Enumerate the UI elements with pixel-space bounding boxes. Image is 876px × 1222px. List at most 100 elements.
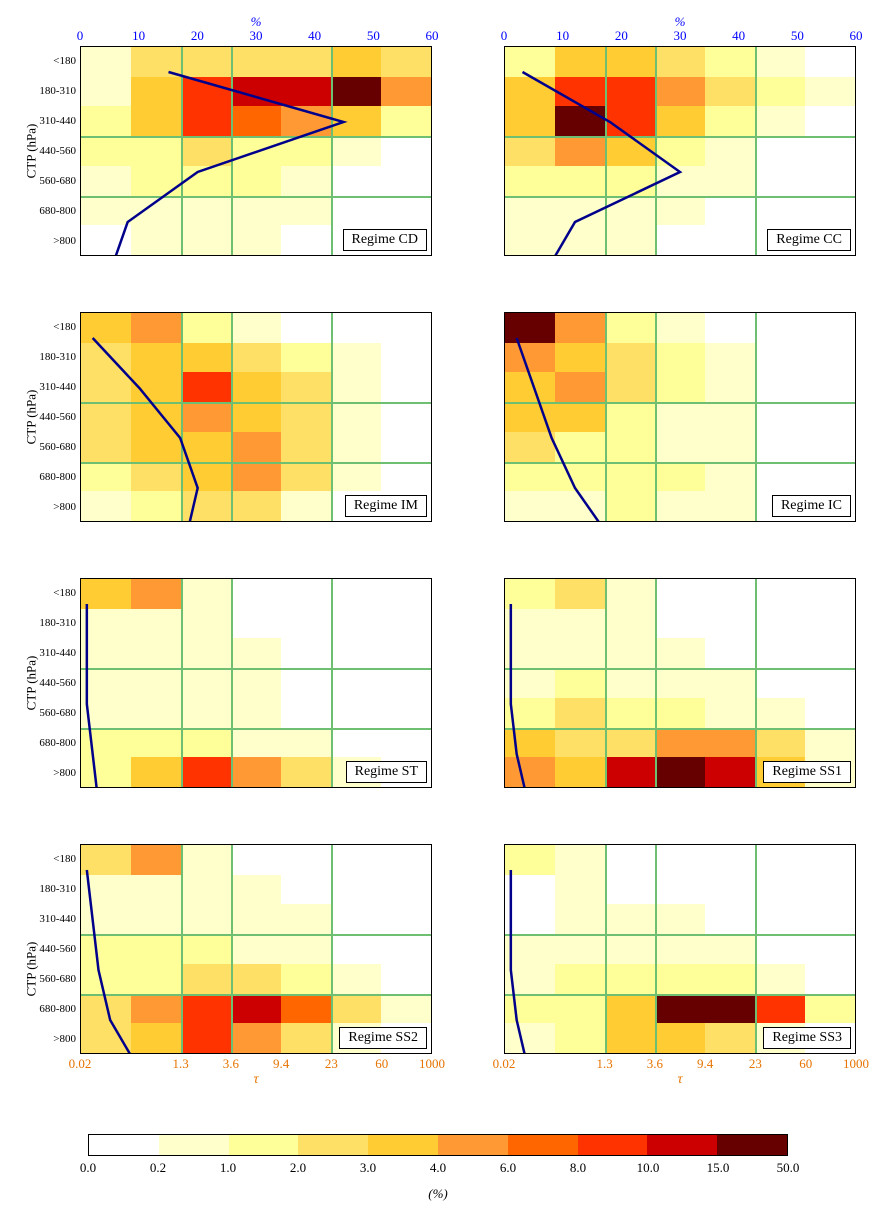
left-tick: 560-680: [39, 175, 76, 187]
left-tick: 310-440: [39, 115, 76, 127]
colorbar-tick: 50.0: [777, 1160, 800, 1176]
heatmap-cell: [805, 875, 855, 905]
heatmap-cell: [81, 462, 131, 492]
heatmap-cell: [231, 432, 281, 462]
heatmap-cell: [705, 372, 755, 402]
heatmap-cell: [805, 196, 855, 226]
heatmap-cell: [131, 994, 181, 1024]
heatmap-cell: [705, 106, 755, 136]
heatmap-cell: [281, 609, 331, 639]
heatmap: Regime ST: [80, 578, 432, 788]
heatmap-cell: [755, 402, 805, 432]
top-tick: 10: [132, 28, 145, 44]
heatmap: Regime CC: [504, 46, 856, 256]
heatmap-cell: [81, 77, 131, 107]
heatmap-cell: [505, 638, 555, 668]
heatmap-cell: [705, 462, 755, 492]
heatmap-cell: [181, 491, 231, 521]
colorbar-tick: 10.0: [637, 1160, 660, 1176]
heatmap-cell: [505, 728, 555, 758]
heatmap-cell: [131, 698, 181, 728]
colorbar-segment: [368, 1135, 438, 1155]
heatmap-cell: [555, 698, 605, 728]
heatmap-cell: [655, 757, 705, 787]
heatmap-cell: [755, 934, 805, 964]
heatmap-cell: [655, 343, 705, 373]
heatmap-cell: [381, 77, 431, 107]
heatmap-cell: [131, 225, 181, 255]
top-tick: 30: [250, 28, 263, 44]
heatmap-cell: [331, 462, 381, 492]
heatmap-cell: [281, 47, 331, 77]
heatmap-cell: [131, 462, 181, 492]
heatmap-cell: [605, 402, 655, 432]
heatmap-cell: [281, 106, 331, 136]
heatmap-cell: [231, 491, 281, 521]
heatmap-cell: [555, 47, 605, 77]
heatmap-cell: [505, 491, 555, 521]
heatmap-cell: [381, 609, 431, 639]
heatmap-cell: [705, 225, 755, 255]
heatmap-cell: [331, 904, 381, 934]
heatmap-cell: [81, 638, 131, 668]
heatmap-cell: [131, 579, 181, 609]
heatmap-cell: [381, 106, 431, 136]
top-tick: 50: [791, 28, 804, 44]
heatmap-cell: [555, 875, 605, 905]
colorbar-tick: 6.0: [500, 1160, 516, 1176]
heatmap-cell: [505, 579, 555, 609]
heatmap-cell: [231, 1023, 281, 1053]
heatmap-cell: [281, 1023, 331, 1053]
bottom-tick: 1000: [419, 1056, 445, 1072]
heatmap-cell: [655, 845, 705, 875]
heatmap-cell: [605, 225, 655, 255]
heatmap-cell: [805, 994, 855, 1024]
heatmap-cell: [231, 994, 281, 1024]
heatmap-cell: [381, 579, 431, 609]
heatmap-cell: [381, 166, 431, 196]
heatmap-cell: [605, 668, 655, 698]
heatmap-cell: [755, 106, 805, 136]
heatmap-cell: [281, 845, 331, 875]
top-tick: 50: [367, 28, 380, 44]
heatmap-cell: [231, 698, 281, 728]
heatmap-cell: [281, 136, 331, 166]
heatmap-cell: [805, 313, 855, 343]
heatmap-cell: [705, 845, 755, 875]
panel-ss2: CTP (hPa)<180180-310310-440440-560560-68…: [20, 818, 432, 1094]
heatmap-cell: [605, 77, 655, 107]
top-tick: 20: [191, 28, 204, 44]
heatmap-cell: [555, 964, 605, 994]
heatmap-cell: [655, 964, 705, 994]
heatmap-cell: [331, 106, 381, 136]
heatmap-cell: [131, 904, 181, 934]
heatmap-cell: [605, 1023, 655, 1053]
top-axis: %0102030405060: [504, 20, 856, 46]
heatmap-cell: [231, 343, 281, 373]
heatmap-cell: [755, 875, 805, 905]
heatmap-cell: [655, 579, 705, 609]
heatmap-cell: [505, 845, 555, 875]
top-tick: 10: [556, 28, 569, 44]
heatmap-cell: [181, 579, 231, 609]
heatmap-cell: [381, 432, 431, 462]
heatmap-cell: [181, 225, 231, 255]
heatmap-cell: [131, 964, 181, 994]
heatmap-cell: [555, 462, 605, 492]
heatmap-cell: [555, 136, 605, 166]
heatmap-cell: [805, 698, 855, 728]
heatmap-cell: [555, 638, 605, 668]
heatmap: Regime IC: [504, 312, 856, 522]
regime-label: Regime CC: [767, 229, 851, 251]
heatmap-cell: [181, 757, 231, 787]
heatmap-cell: [555, 579, 605, 609]
colorbar-tick: 2.0: [290, 1160, 306, 1176]
heatmap-cell: [705, 994, 755, 1024]
heatmap-cell: [81, 106, 131, 136]
heatmap-cell: [231, 166, 281, 196]
heatmap-cell: [331, 166, 381, 196]
heatmap-cell: [705, 343, 755, 373]
heatmap-cell: [705, 313, 755, 343]
heatmap-cell: [181, 1023, 231, 1053]
heatmap-cell: [181, 77, 231, 107]
